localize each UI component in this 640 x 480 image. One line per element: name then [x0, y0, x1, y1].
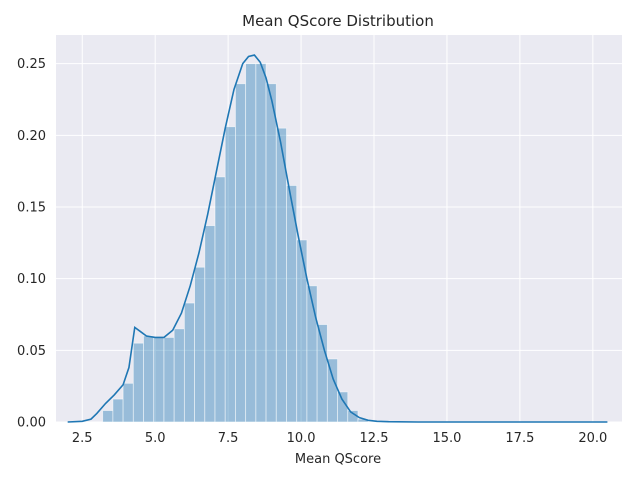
histogram-bar: [337, 391, 349, 423]
histogram-bar: [132, 342, 144, 423]
x-tick-label: 12.5: [360, 431, 389, 446]
x-tick-label: 7.5: [218, 431, 239, 446]
plot-area: [56, 35, 622, 422]
histogram-bar: [143, 335, 155, 423]
x-tick-label: 17.5: [505, 431, 534, 446]
y-tick-label: 0.05: [17, 344, 46, 359]
histogram-bar: [173, 328, 185, 423]
y-tick-label: 0.00: [17, 416, 46, 431]
histogram-bar: [326, 358, 338, 423]
histogram-bar: [224, 126, 236, 423]
histogram-bar: [214, 176, 226, 423]
histogram-bar: [183, 302, 195, 423]
y-tick-labels: 0.00 0.05 0.10 0.15 0.20 0.25: [17, 57, 46, 430]
y-tick-label: 0.20: [17, 129, 46, 144]
x-tick-labels: 2.5 5.0 7.5 10.0 12.5 15.0 17.5 20.0: [72, 431, 607, 446]
histogram-bar: [204, 225, 216, 423]
histogram-bar: [102, 410, 114, 423]
histogram-bar: [153, 337, 165, 423]
chart-title: Mean QScore Distribution: [242, 12, 434, 30]
x-tick-label: 15.0: [432, 431, 461, 446]
histogram-bar: [265, 83, 277, 423]
histogram-bar: [112, 398, 124, 423]
histogram-bar: [306, 285, 318, 423]
histogram-bar: [194, 266, 206, 423]
x-tick-label: 2.5: [72, 431, 93, 446]
x-tick-label: 5.0: [145, 431, 166, 446]
histogram-bar: [245, 63, 257, 423]
y-tick-label: 0.25: [17, 57, 46, 72]
kde-line: [67, 54, 608, 423]
histogram-bar: [255, 63, 267, 423]
histogram-bar: [163, 337, 175, 423]
histogram-bar: [235, 83, 247, 423]
x-axis-label: Mean QScore: [295, 452, 381, 467]
histogram-bar: [275, 127, 287, 423]
y-tick-label: 0.15: [17, 201, 46, 216]
x-tick-label: 20.0: [578, 431, 607, 446]
y-tick-label: 0.10: [17, 272, 46, 287]
histogram-bars: [102, 63, 369, 423]
x-tick-label: 10.0: [287, 431, 316, 446]
histogram-bar: [122, 382, 134, 423]
